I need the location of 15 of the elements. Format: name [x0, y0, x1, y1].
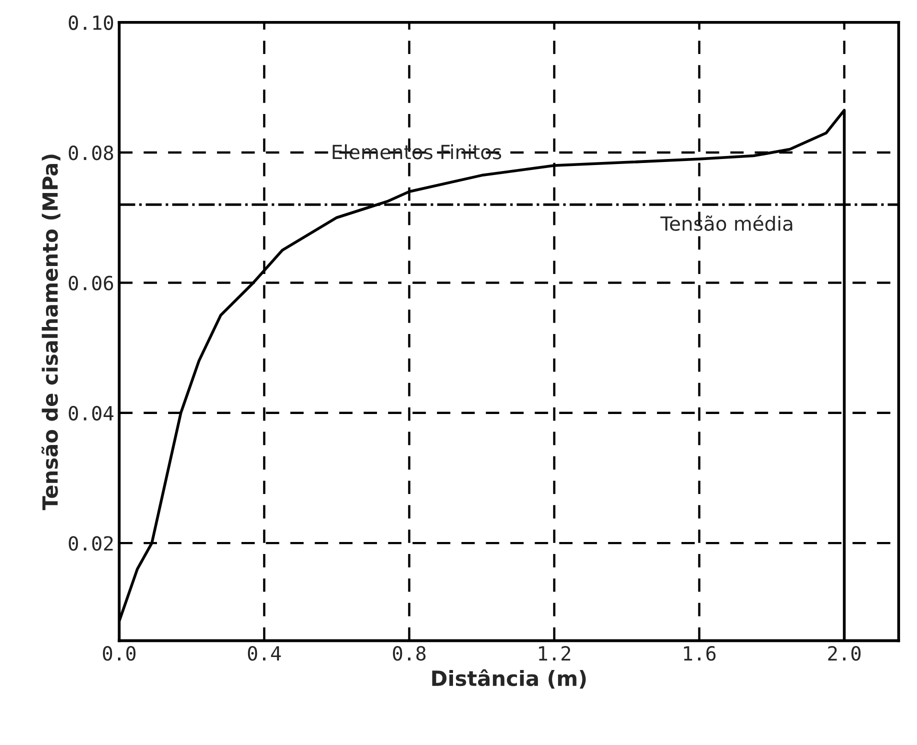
x-tick-label: 1.2 — [539, 646, 570, 660]
x-axis-title: Distância (m) — [432, 669, 586, 689]
x-tick-label: 0.0 — [102, 646, 136, 661]
y-tick-label: 0.06 — [68, 276, 114, 290]
x-tick-label: 1.6 — [684, 646, 716, 661]
x-tick-label: 2.0 — [828, 646, 861, 661]
series-label: Elementos Finitos — [332, 144, 502, 160]
x-tick-label: 0.4 — [248, 646, 281, 661]
y-tick-label: 0.02 — [68, 536, 113, 551]
y-tick-label: 0.10 — [68, 15, 114, 30]
x-tick-label: 0.8 — [392, 646, 426, 661]
ref-line-label: Tensão média — [660, 215, 792, 231]
y-tick-label: 0.08 — [68, 146, 114, 160]
y-tick-label: 0.04 — [68, 406, 114, 421]
y-axis-title: Tensão de cisalhamento (MPa) — [41, 154, 60, 510]
